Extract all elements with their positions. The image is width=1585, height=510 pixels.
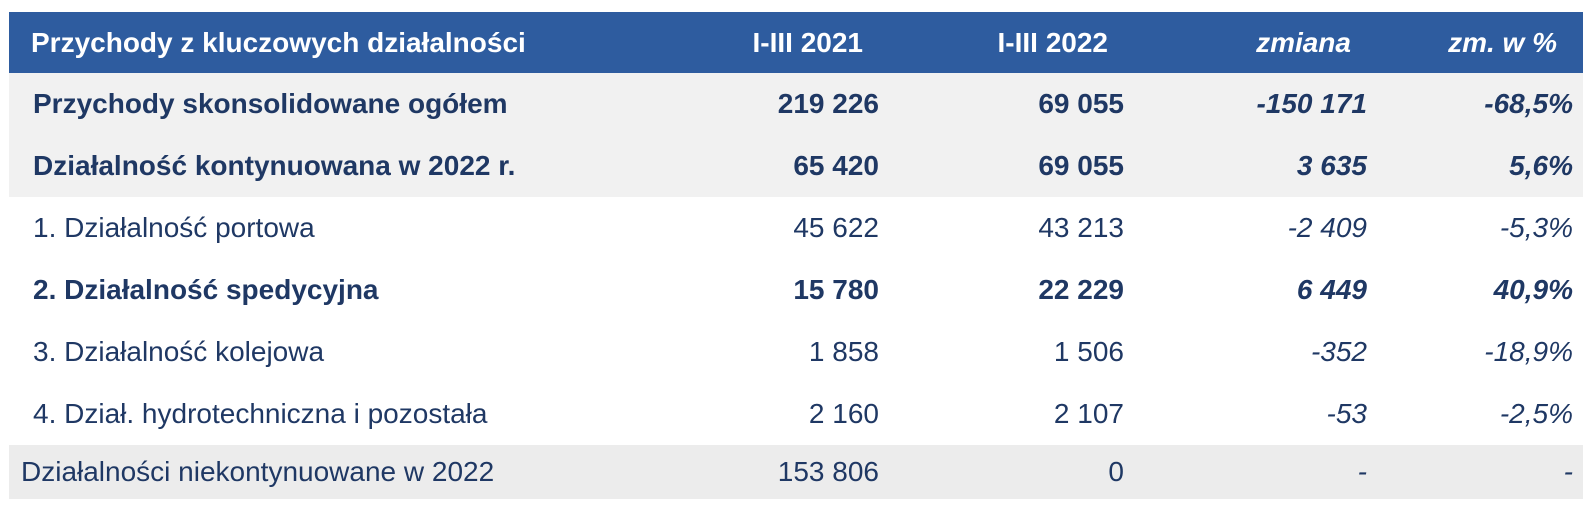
value-2022: 2 107 (1053, 398, 1124, 429)
row-label: Działalność kontynuowana w 2022 r. (33, 150, 516, 181)
value-change-pct: -2,5% (1499, 398, 1573, 429)
value-2022: 1 506 (1053, 336, 1124, 367)
value-change: -2 409 (1287, 212, 1367, 243)
value-change: -352 (1310, 336, 1367, 367)
value-2022: 69 055 (1038, 88, 1124, 119)
row-label: 1. Działalność portowa (33, 212, 315, 243)
value-2021: 15 780 (793, 274, 879, 305)
value-2022: 69 055 (1038, 150, 1124, 181)
table-row: 4. Dział. hydrotechniczna i pozostała 2 … (9, 383, 1583, 445)
value-change: - (1357, 456, 1367, 487)
value-2022: 0 (1108, 456, 1124, 487)
revenue-table: Przychody z kluczowych działalności I-II… (9, 12, 1583, 499)
table-row: Działalność kontynuowana w 2022 r. 65 42… (9, 135, 1583, 197)
value-change-pct: -68,5% (1484, 88, 1573, 119)
value-2021: 153 806 (777, 456, 879, 487)
table-row: 1. Działalność portowa 45 622 43 213 -2 … (9, 197, 1583, 259)
row-label: 2. Działalność spedycyjna (33, 274, 379, 305)
table-row-discontinued: Działalności niekontynuowane w 2022 153 … (9, 445, 1583, 499)
value-change: -53 (1326, 398, 1367, 429)
value-2021: 219 226 (777, 88, 879, 119)
value-change-pct: 5,6% (1509, 150, 1573, 181)
value-2021: 45 622 (793, 212, 879, 243)
value-2021: 1 858 (808, 336, 879, 367)
row-label: Działalności niekontynuowane w 2022 (21, 456, 495, 487)
header-col-change-pct: zm. w % (1448, 26, 1557, 58)
value-2021: 2 160 (808, 398, 879, 429)
table-header-row: Przychody z kluczowych działalności I-II… (9, 12, 1583, 73)
header-col-change: zmiana (1256, 26, 1351, 58)
value-2022: 22 229 (1038, 274, 1124, 305)
value-change-pct: -18,9% (1484, 336, 1573, 367)
value-change: 6 449 (1296, 274, 1367, 305)
value-2022: 43 213 (1038, 212, 1124, 243)
value-change-pct: -5,3% (1499, 212, 1573, 243)
table-row: Przychody skonsolidowane ogółem 219 226 … (9, 73, 1583, 135)
revenue-table-container: Przychody z kluczowych działalności I-II… (9, 12, 1583, 499)
value-change: 3 635 (1296, 150, 1367, 181)
value-change-pct: 40,9% (1493, 274, 1573, 305)
table-row: 2. Działalność spedycyjna 15 780 22 229 … (9, 259, 1583, 321)
row-label: 3. Działalność kolejowa (33, 336, 325, 367)
header-label: Przychody z kluczowych działalności (31, 26, 526, 58)
header-col-2022: I-III 2022 (997, 26, 1108, 58)
value-2021: 65 420 (793, 150, 879, 181)
table-row: 3. Działalność kolejowa 1 858 1 506 -352… (9, 321, 1583, 383)
value-change: -150 171 (1256, 88, 1367, 119)
header-col-2021: I-III 2021 (752, 26, 863, 58)
row-label: Przychody skonsolidowane ogółem (33, 88, 508, 119)
value-change-pct: - (1563, 456, 1573, 487)
row-label: 4. Dział. hydrotechniczna i pozostała (33, 398, 488, 429)
